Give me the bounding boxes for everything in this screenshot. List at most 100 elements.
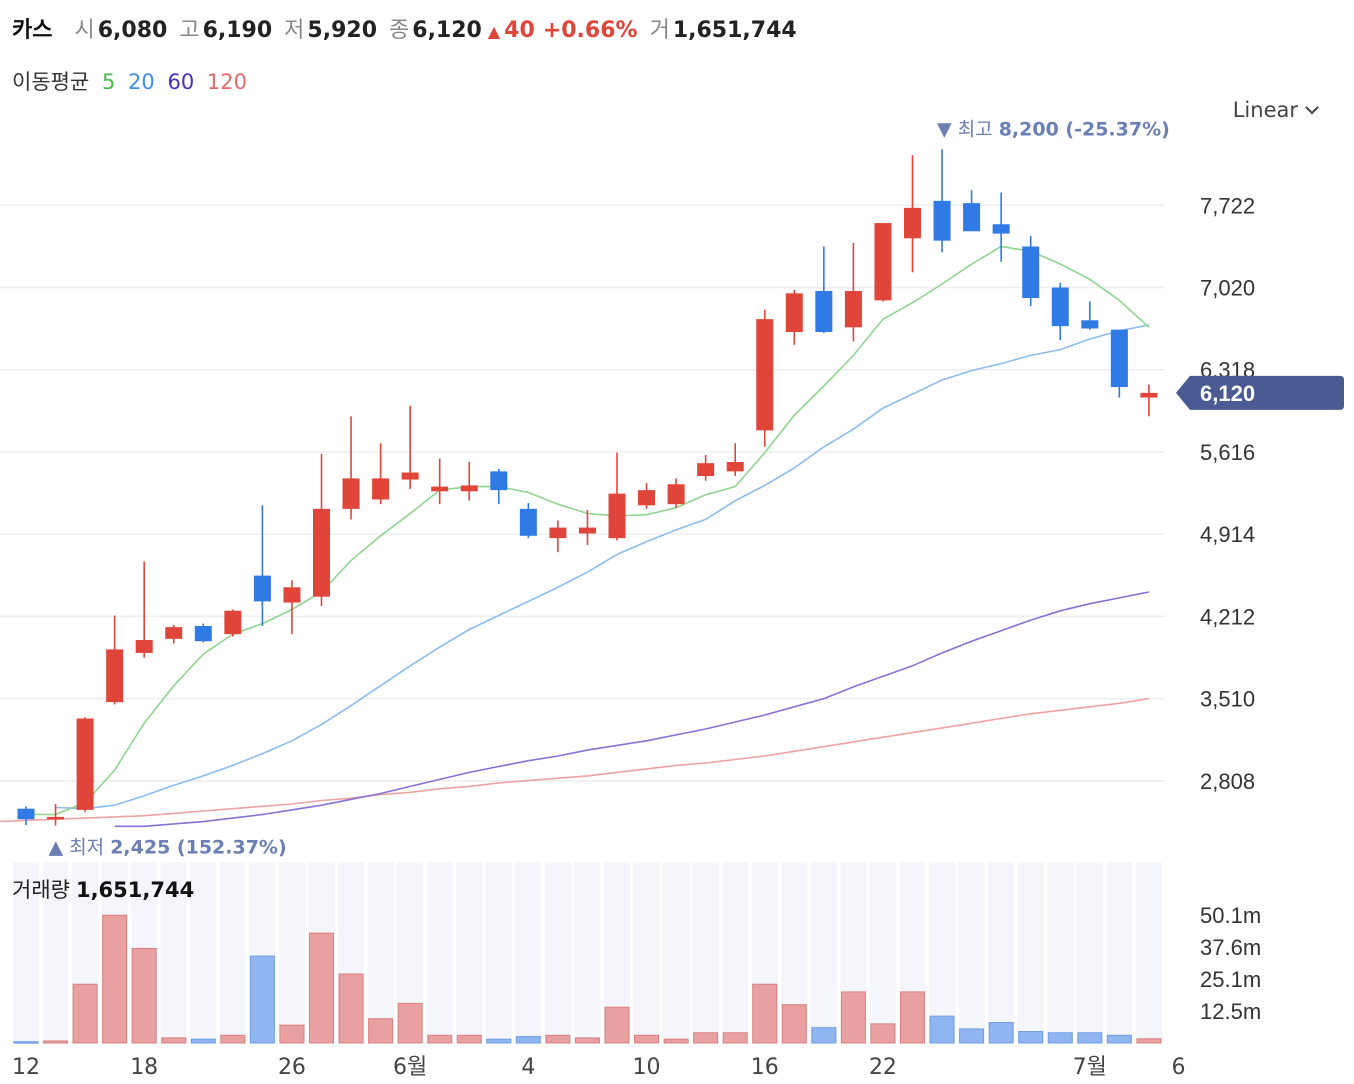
scale-selector[interactable]: Linear bbox=[1233, 98, 1320, 122]
ma-20-toggle[interactable]: 20 bbox=[128, 70, 155, 94]
ma-5-toggle[interactable]: 5 bbox=[101, 70, 116, 94]
volume-column-bg bbox=[1106, 862, 1133, 1043]
volume-bar bbox=[988, 1022, 1014, 1044]
candle-body bbox=[992, 224, 1010, 234]
x-tick-label: 18 bbox=[130, 1055, 158, 1080]
candle-body bbox=[135, 640, 153, 653]
candle-body bbox=[667, 484, 685, 505]
candle-body bbox=[578, 527, 596, 534]
volume-bar bbox=[693, 1032, 719, 1044]
volume-bar bbox=[634, 1034, 660, 1044]
low-value: 5,920 bbox=[307, 18, 378, 43]
volume-bar bbox=[1077, 1032, 1103, 1044]
candle-body bbox=[815, 291, 833, 332]
volume-bar bbox=[102, 914, 128, 1044]
candle-body bbox=[904, 207, 921, 239]
ma20-line bbox=[55, 324, 1150, 810]
candle-body bbox=[519, 508, 537, 536]
candle-body bbox=[1140, 392, 1158, 398]
volume-bar bbox=[959, 1028, 985, 1044]
volume-bar bbox=[752, 983, 778, 1044]
volume-column-bg bbox=[869, 862, 896, 1043]
volume-column-bg bbox=[42, 862, 69, 1043]
volume-column-bg bbox=[160, 862, 187, 1043]
moving-average-lines bbox=[0, 245, 1150, 828]
up-triangle-icon: ▲ bbox=[487, 22, 501, 41]
volume-panel-label: 거래량 bbox=[12, 878, 70, 902]
grid-lines bbox=[0, 204, 1165, 782]
low-annotation: ▲ 최저 2,425 (152.37%) bbox=[49, 837, 287, 859]
candle-body bbox=[165, 627, 183, 639]
volume-bar bbox=[43, 1040, 69, 1044]
volume-bar bbox=[456, 1034, 482, 1044]
volume-column-bg bbox=[663, 862, 690, 1043]
volume-tick-label: 37.6m bbox=[1200, 935, 1261, 960]
volume-bar bbox=[427, 1034, 453, 1044]
volume-bar bbox=[722, 1032, 748, 1044]
volume-bar bbox=[249, 955, 275, 1044]
volume-column-bg bbox=[485, 862, 512, 1043]
candle-body bbox=[490, 471, 508, 491]
volume-column-bg bbox=[456, 862, 483, 1043]
volume-column-bg bbox=[426, 862, 453, 1043]
x-tick-label: 16 bbox=[751, 1055, 779, 1080]
moving-average-legend: 이동평균 5 20 60 120 bbox=[12, 66, 253, 96]
volume-bar bbox=[131, 947, 157, 1044]
volume-label: 거 bbox=[649, 18, 670, 43]
volume-column-bg bbox=[190, 862, 217, 1043]
volume-tick-label: 50.1m bbox=[1200, 903, 1261, 928]
volume-column-bg bbox=[929, 862, 956, 1043]
x-tick-label: 4 bbox=[521, 1055, 535, 1080]
volume-tick-label: 25.1m bbox=[1200, 967, 1261, 992]
candle-body bbox=[401, 472, 419, 480]
candle-body bbox=[313, 508, 330, 597]
candle-body bbox=[874, 223, 892, 301]
candle-body bbox=[47, 816, 65, 820]
y-tick-label: 7,722 bbox=[1200, 193, 1255, 218]
volume-column-bg bbox=[1017, 862, 1044, 1043]
close-label: 종 bbox=[389, 18, 410, 43]
volume-bar bbox=[279, 1024, 305, 1044]
candle-body bbox=[460, 485, 478, 492]
open-label: 시 bbox=[74, 18, 95, 43]
y-tick-label: 5,616 bbox=[1200, 440, 1255, 465]
volume-bar bbox=[870, 1023, 896, 1044]
candle-body bbox=[1051, 287, 1069, 327]
candle-body bbox=[342, 478, 360, 509]
low-label: 저 bbox=[284, 18, 305, 43]
volume-column-bg bbox=[544, 862, 571, 1043]
open-value: 6,080 bbox=[97, 18, 168, 43]
candle-body bbox=[1022, 246, 1040, 299]
candle-body bbox=[106, 649, 124, 703]
chevron-down-icon bbox=[1305, 106, 1319, 115]
y-tick-label: 2,808 bbox=[1200, 769, 1255, 794]
volume-bar bbox=[1106, 1034, 1132, 1044]
ma-120-toggle[interactable]: 120 bbox=[206, 70, 247, 94]
volume-bar bbox=[663, 1038, 689, 1044]
volume-bar bbox=[545, 1034, 571, 1044]
candlesticks bbox=[17, 149, 1158, 826]
quote-header: 카스 시 6,080 고 6,190 저 5,920 종 6,120 ▲ 40 … bbox=[12, 12, 809, 44]
ma-60-toggle[interactable]: 60 bbox=[167, 70, 195, 94]
volume-bar bbox=[781, 1004, 807, 1044]
volume-bar bbox=[574, 1037, 600, 1044]
volume-panel-title: 거래량 1,651,744 bbox=[12, 874, 194, 904]
candle-body bbox=[224, 610, 242, 635]
volume-bars bbox=[13, 914, 1162, 1044]
candle-body bbox=[756, 319, 774, 431]
volume-bar bbox=[309, 932, 334, 1044]
ma120-line bbox=[0, 697, 1150, 823]
volume-bar bbox=[929, 1015, 955, 1044]
volume-bar bbox=[161, 1037, 187, 1044]
volume-bar bbox=[13, 1041, 39, 1044]
high-label: 고 bbox=[179, 18, 200, 43]
volume-bar bbox=[1018, 1031, 1044, 1044]
volume-column-bg bbox=[722, 862, 749, 1043]
current-price-label: 6,120 bbox=[1200, 381, 1255, 406]
x-tick-label: 6 bbox=[1171, 1055, 1185, 1080]
stock-name: 카스 bbox=[12, 18, 53, 43]
candle-body bbox=[1110, 329, 1128, 388]
volume-value: 1,651,744 bbox=[672, 18, 797, 43]
volume-column-bg bbox=[1076, 862, 1103, 1043]
